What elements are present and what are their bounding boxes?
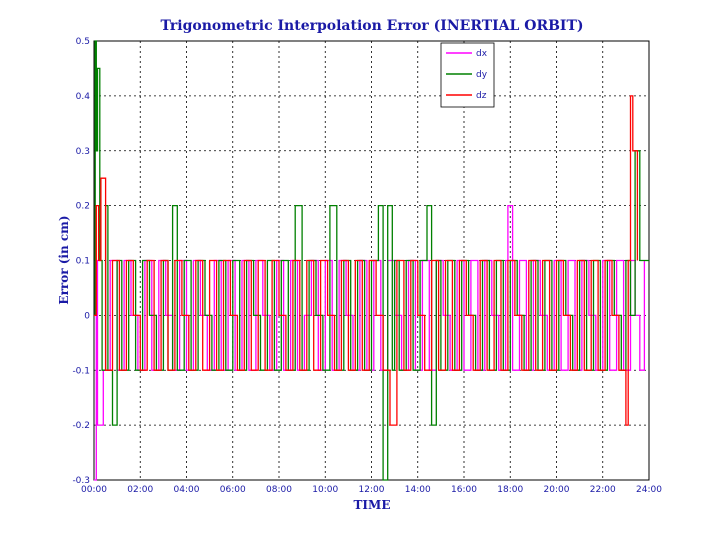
legend: dx dy dz <box>440 42 495 108</box>
legend-label-dz: dz <box>476 91 487 101</box>
x-tick-label: 16:00 <box>451 485 477 495</box>
grid <box>94 41 649 480</box>
x-axis-label: TIME <box>354 498 391 512</box>
y-tick-label: 0.4 <box>76 92 91 102</box>
x-tick-label: 22:00 <box>590 485 616 495</box>
x-tick-label: 00:00 <box>81 485 107 495</box>
x-tick-label: 20:00 <box>544 485 570 495</box>
y-tick-label: 0.1 <box>76 257 90 267</box>
legend-label-dy: dy <box>476 70 488 80</box>
x-tick-label: 06:00 <box>220 485 246 495</box>
y-axis-label: Error (in cm) <box>57 215 71 304</box>
legend-label-dx: dx <box>476 49 488 59</box>
y-tick-label: 0 <box>84 311 90 321</box>
x-tick-label: 08:00 <box>266 485 292 495</box>
series-line-dz <box>94 95 639 426</box>
y-tick-label: 0.2 <box>76 202 90 212</box>
y-tick-label: -0.2 <box>72 421 90 431</box>
x-tick-label: 12:00 <box>359 485 385 495</box>
x-tick-label: 04:00 <box>174 485 200 495</box>
y-tick-label: 0.5 <box>76 37 90 47</box>
x-tick-label: 10:00 <box>312 485 338 495</box>
x-tick-label: 24:00 <box>636 485 662 495</box>
y-tick-label: -0.3 <box>72 476 90 486</box>
x-tick-label: 18:00 <box>497 485 523 495</box>
x-tick-label: 14:00 <box>405 485 431 495</box>
data-lines <box>94 40 649 481</box>
y-tick-label: 0.3 <box>76 147 90 157</box>
tick-labels: 00:00 02:00 04:00 06:00 08:00 10:00 12:00 14:00… <box>72 37 662 495</box>
y-tick-label: -0.1 <box>72 366 90 376</box>
chart-title: Trigonometric Interpolation Error (INERT… <box>160 18 583 34</box>
x-tick-label: 02:00 <box>127 485 153 495</box>
